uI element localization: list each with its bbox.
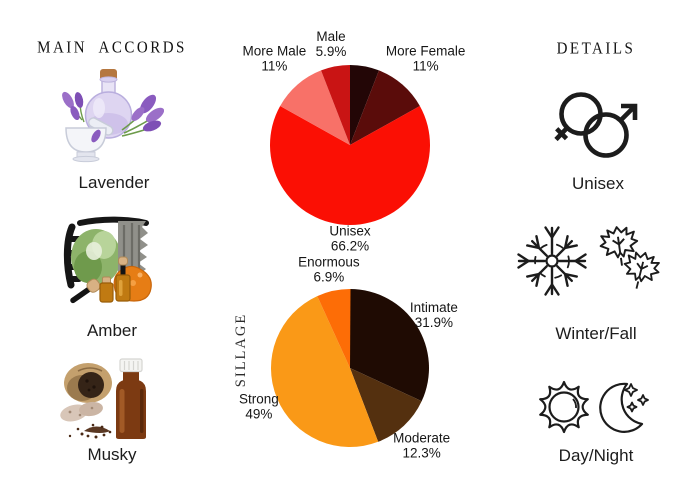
pie-label-more-male: More Male 11%	[242, 44, 306, 74]
sparkle-star-icon	[624, 383, 638, 397]
dropper-bottles	[70, 256, 131, 304]
sillage-pie-chart: SILLAGE Intimate 31.9% Moderate 12.3% Strong…	[233, 255, 458, 461]
foliage	[71, 229, 121, 285]
mortar-pestle	[65, 117, 114, 163]
pie-slice-unisex	[269, 106, 430, 225]
details-heading: DETAILS	[556, 40, 636, 58]
pie-slice-more-male	[280, 70, 350, 145]
main-accords-heading: MAIN ACCORDS	[37, 39, 187, 57]
musk-stones	[60, 401, 103, 422]
lavender-sprigs	[62, 91, 165, 137]
pie-slice-intimate	[350, 289, 429, 402]
lavender-illustration	[62, 69, 165, 163]
accord-label-lavender: Lavender	[78, 173, 150, 192]
musky-image	[56, 357, 158, 448]
amber-illustration	[63, 216, 152, 304]
pie-slice-unlabeled	[350, 65, 379, 145]
sparkle-star-icon	[637, 394, 649, 406]
musk-grains	[68, 423, 112, 439]
musky-illustration	[60, 358, 146, 439]
detail-label-unisex: Unisex	[572, 174, 624, 193]
musk-pod	[64, 363, 112, 403]
accord-label-musky: Musky	[87, 445, 137, 464]
day-night-detail	[537, 375, 659, 444]
unisex-detail	[551, 89, 643, 172]
maple-leaf-icon	[599, 226, 639, 266]
pie-label-more-female: More Female 11%	[386, 44, 466, 74]
day-night-icons	[539, 380, 649, 434]
pie-slice-more-female	[350, 70, 420, 145]
pie-label-male: Male 5.9%	[316, 29, 347, 59]
pie-label-unisex: Unisex 66.2%	[329, 223, 371, 253]
winter-fall-detail	[516, 219, 674, 310]
pie-label-enormous: Enormous 6.9%	[298, 255, 360, 285]
lavender-image	[52, 66, 165, 173]
maple-leaf-icon	[623, 251, 660, 289]
sillage-axis-label: SILLAGE	[233, 313, 249, 387]
pie-slice-enormous	[317, 289, 351, 368]
pie-label-intimate: Intimate 31.9%	[410, 300, 458, 330]
pie-label-moderate: Moderate 12.3%	[393, 430, 450, 460]
male-symbol-icon	[583, 103, 638, 158]
musk-bottle	[116, 358, 146, 439]
detail-label-day-night: Day/Night	[558, 446, 634, 465]
gender-pie-chart: More Female 11% Unisex 66.2% More Male 11% Mal…	[242, 29, 466, 253]
pie-slice-male	[321, 65, 350, 145]
sparkle-star-icon	[626, 401, 638, 413]
accord-label-amber: Amber	[86, 321, 138, 340]
snowflake-icon	[517, 226, 587, 296]
pie-slice-moderate	[350, 368, 422, 442]
moon-stars-icon	[599, 382, 649, 433]
sun-icon	[539, 380, 589, 434]
winter-fall-icons	[517, 226, 660, 296]
pie-slice-strong	[270, 296, 379, 448]
detail-label-winter-fall: Winter/Fall	[555, 324, 637, 343]
female-male-combined-icon	[554, 92, 638, 158]
amber-image	[58, 211, 164, 320]
pie-label-strong: Strong 49%	[239, 392, 279, 422]
